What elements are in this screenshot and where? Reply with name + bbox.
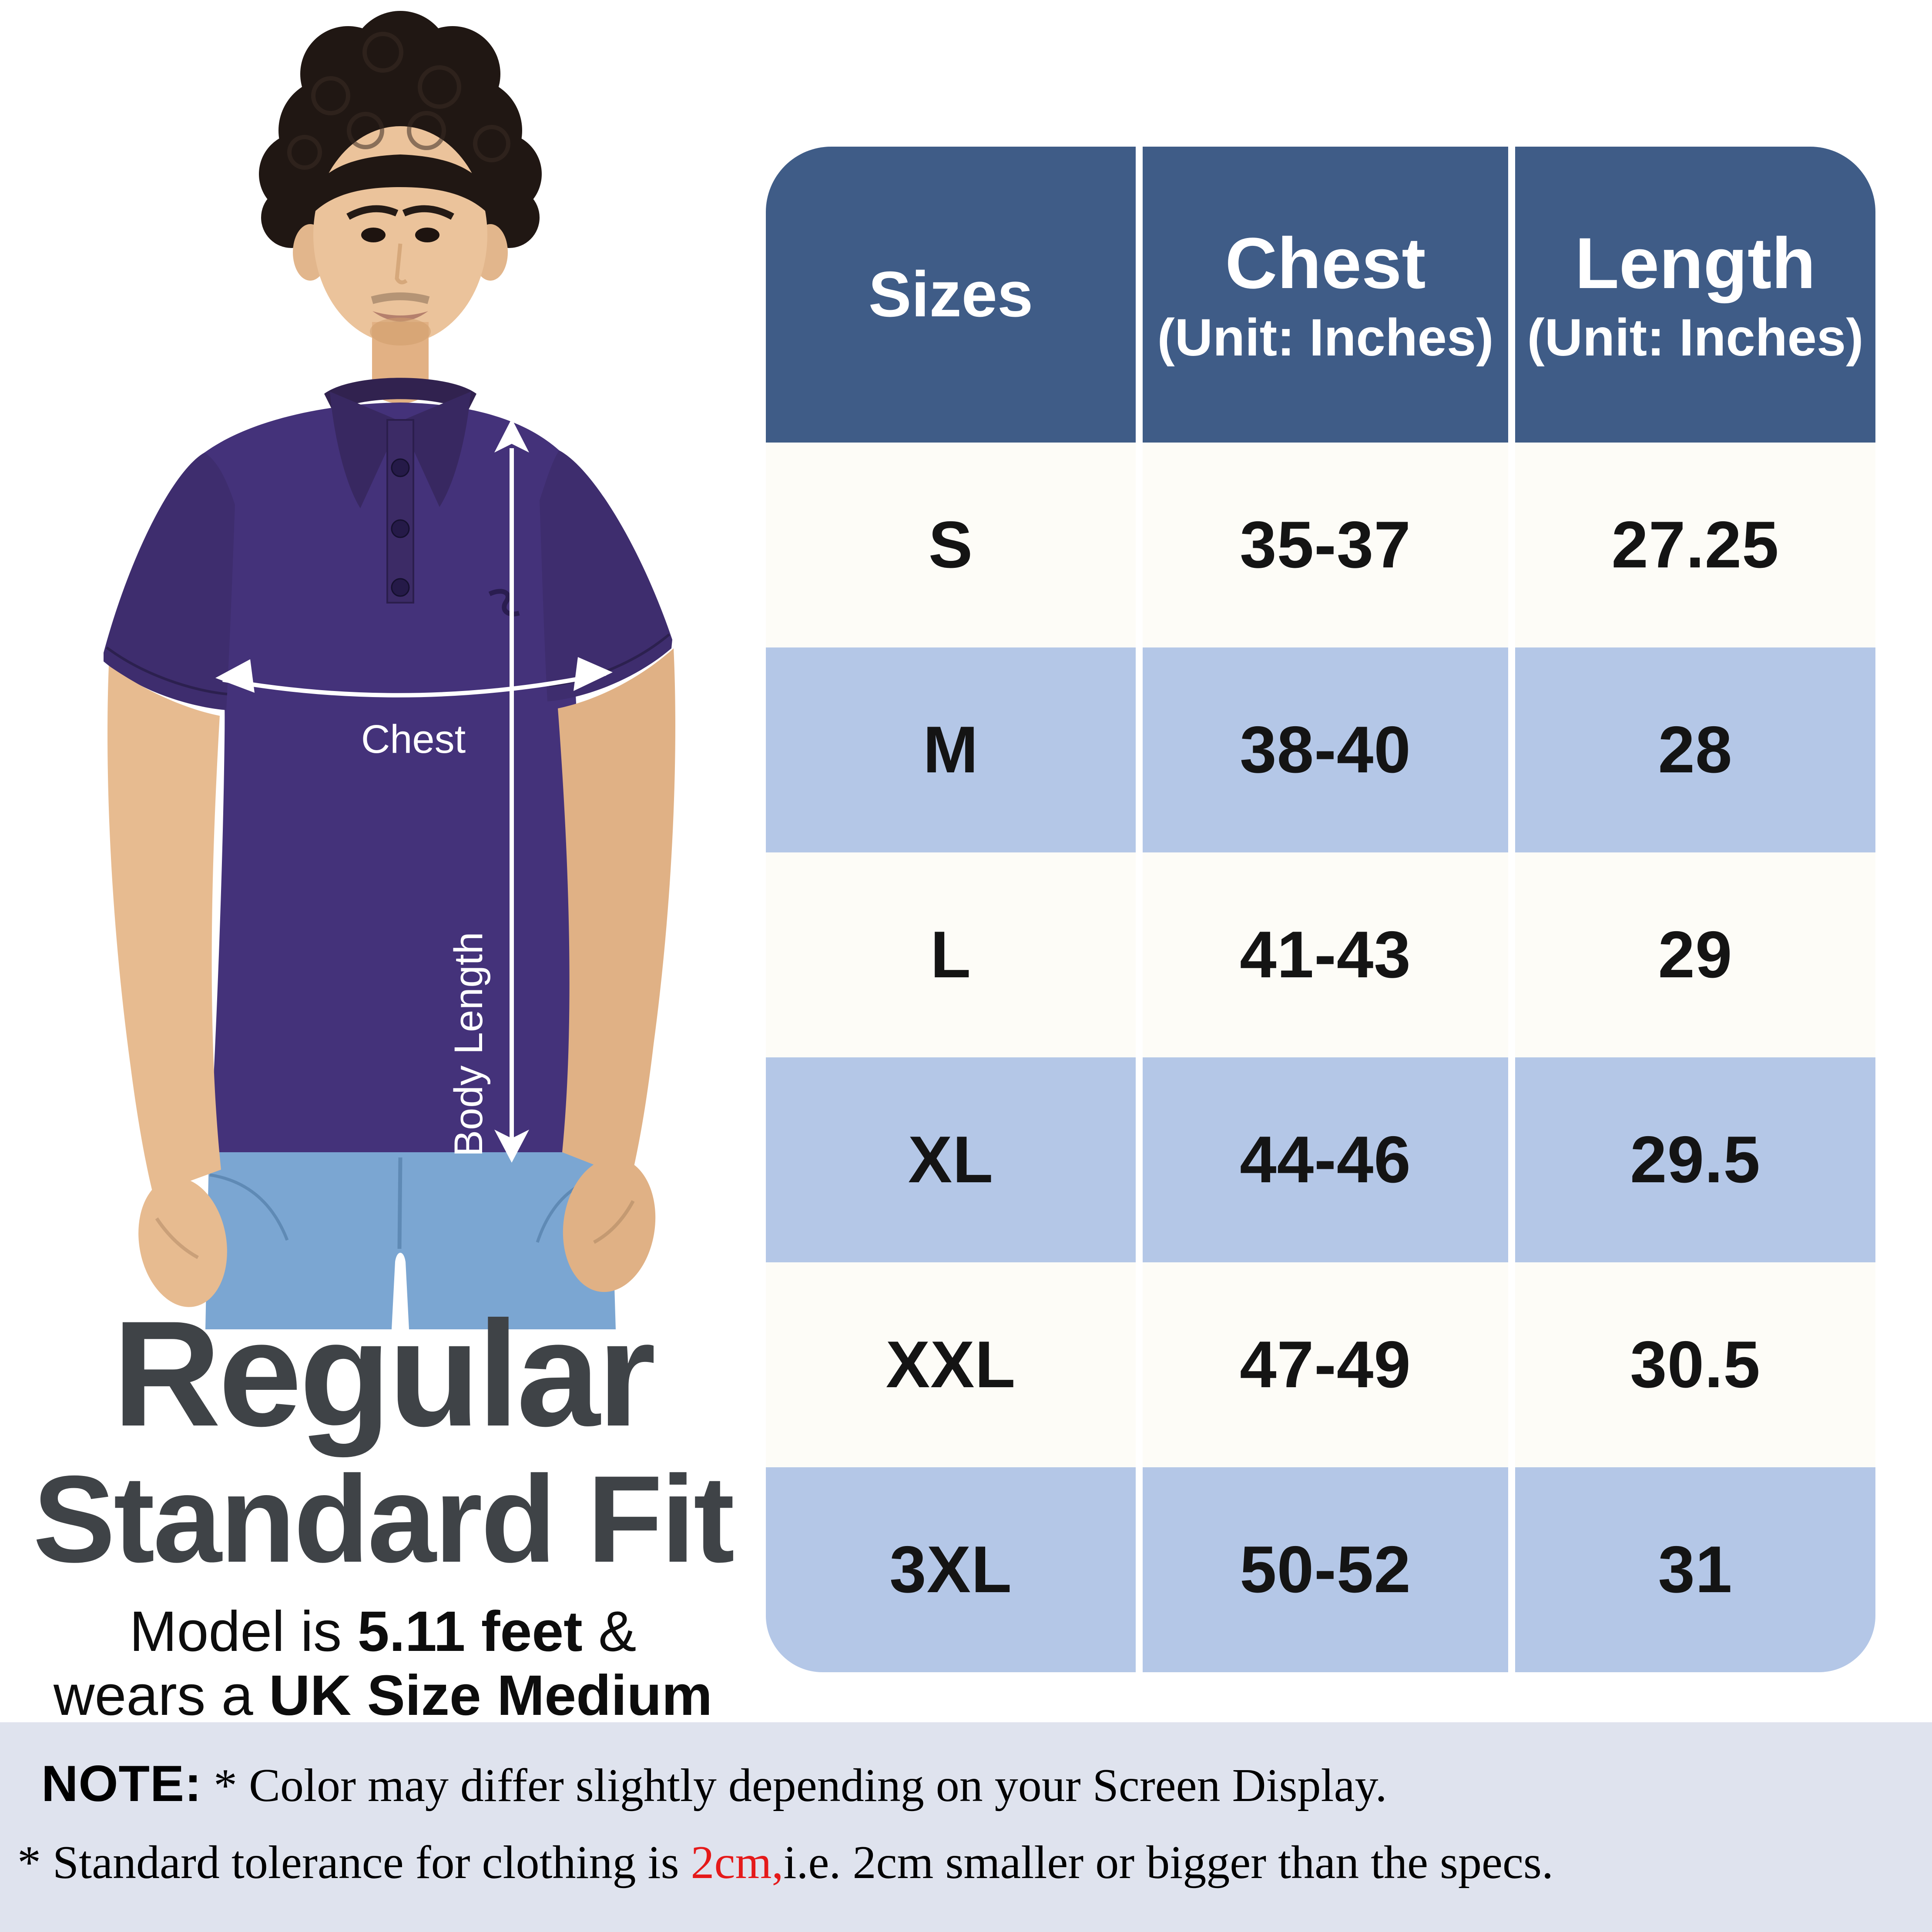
chest-value: 47-49 (1240, 1328, 1411, 1402)
model-wears-pre: wears a (53, 1663, 269, 1727)
measurement-annotations: Chest Body Length (215, 419, 613, 1163)
body-length-label: Body Length (446, 932, 491, 1157)
model-info-line1: Model is 5.11 feet & (4, 1599, 761, 1664)
chest-arrow-left-head-icon (215, 659, 255, 693)
size-value: M (923, 713, 979, 787)
chest-value: 44-46 (1240, 1123, 1411, 1197)
header-sizes-label: Sizes (868, 258, 1033, 330)
note-line1-text: * Color may differ slightly depending on… (213, 1760, 1387, 1811)
cell-chest: 50-52 (1143, 1467, 1508, 1672)
note-line-1: NOTE: * Color may differ slightly depend… (0, 1742, 1932, 1825)
cell-size: S (766, 443, 1136, 647)
jeans (205, 1114, 616, 1329)
table-header-row: Sizes Chest (Unit: Inches) Length (Unit:… (766, 147, 1875, 443)
length-value: 28 (1658, 713, 1733, 787)
cell-length: 29 (1515, 852, 1875, 1057)
cell-chest: 38-40 (1143, 647, 1508, 852)
table-row-l: L 41-43 29 (766, 852, 1875, 1057)
size-value: 3XL (889, 1533, 1012, 1607)
size-value: L (930, 918, 971, 992)
note-bar: NOTE: * Color may differ slightly depend… (0, 1722, 1932, 1932)
model-photo: Chest Body Length (104, 11, 675, 1329)
note-line2-post: i.e. 2cm smaller or bigger than the spec… (783, 1836, 1553, 1888)
chest-value: 41-43 (1240, 918, 1411, 992)
length-value: 31 (1658, 1533, 1733, 1607)
table-row-s: S 35-37 27.25 (766, 443, 1875, 647)
header-chest: Chest (Unit: Inches) (1143, 147, 1508, 443)
cell-size: 3XL (766, 1467, 1136, 1672)
header-length-label: Length (1575, 223, 1816, 304)
length-value: 27.25 (1611, 508, 1779, 582)
note-tolerance-highlight: 2cm, (691, 1836, 784, 1888)
chest-value: 38-40 (1240, 713, 1411, 787)
body-length-up-head-icon (494, 419, 529, 453)
cell-size: XXL (766, 1262, 1136, 1467)
size-value: XXL (886, 1328, 1016, 1402)
cell-length: 28 (1515, 647, 1875, 852)
hair-curls (287, 32, 510, 170)
note-line2-pre: * Standard tolerance for clothing is (17, 1836, 691, 1888)
neck-shadow (370, 318, 431, 345)
length-value: 29 (1658, 918, 1733, 992)
size-value: XL (908, 1123, 994, 1197)
model-info-post: & (582, 1599, 637, 1663)
body-length-down-head-icon (494, 1130, 529, 1163)
cell-chest: 41-43 (1143, 852, 1508, 1057)
table-row-m: M 38-40 28 (766, 647, 1875, 852)
polo-shirt (104, 378, 672, 1152)
length-value: 29.5 (1630, 1123, 1761, 1197)
hair-fringe (302, 154, 498, 226)
model-size: UK Size Medium (269, 1663, 713, 1727)
model-height: 5.11 feet (357, 1599, 583, 1663)
header-sizes: Sizes (766, 147, 1136, 443)
table-row-xxl: XXL 47-49 30.5 (766, 1262, 1875, 1467)
cell-size: M (766, 647, 1136, 852)
arms (107, 648, 675, 1307)
chest-arrow-icon (222, 671, 607, 698)
model-info-pre: Model is (129, 1599, 358, 1663)
fit-title-line1: Regular (112, 1290, 656, 1458)
cell-chest: 44-46 (1143, 1057, 1508, 1262)
table-row-3xl: 3XL 50-52 31 (766, 1467, 1875, 1672)
fit-title-line2: Standard Fit (33, 1450, 735, 1588)
chest-arrow-right-head-icon (574, 657, 613, 691)
header-length: Length (Unit: Inches) (1515, 147, 1875, 443)
table-row-xl: XL 44-46 29.5 (766, 1057, 1875, 1262)
fit-title-block: Regular Standard Fit Model is 5.11 feet … (4, 1299, 761, 1727)
size-table: Sizes Chest (Unit: Inches) Length (Unit:… (766, 147, 1875, 1672)
model-info-line2: wears a UK Size Medium (4, 1663, 761, 1727)
chest-value: 50-52 (1240, 1533, 1411, 1607)
cell-size: XL (766, 1057, 1136, 1262)
chest-measure-label: Chest (361, 717, 466, 761)
header-chest-unit: (Unit: Inches) (1157, 307, 1494, 367)
cell-size: L (766, 852, 1136, 1057)
cell-chest: 47-49 (1143, 1262, 1508, 1467)
cell-chest: 35-37 (1143, 443, 1508, 647)
cell-length: 31 (1515, 1467, 1875, 1672)
length-value: 30.5 (1630, 1328, 1761, 1402)
cell-length: 30.5 (1515, 1262, 1875, 1467)
header-chest-label: Chest (1225, 223, 1426, 304)
size-value: S (928, 508, 973, 582)
note-line-2: * Standard tolerance for clothing is 2cm… (0, 1825, 1932, 1901)
chest-value: 35-37 (1240, 508, 1411, 582)
header-length-unit: (Unit: Inches) (1527, 307, 1864, 367)
cell-length: 27.25 (1515, 443, 1875, 647)
note-label: NOTE: (41, 1755, 202, 1812)
cell-length: 29.5 (1515, 1057, 1875, 1262)
